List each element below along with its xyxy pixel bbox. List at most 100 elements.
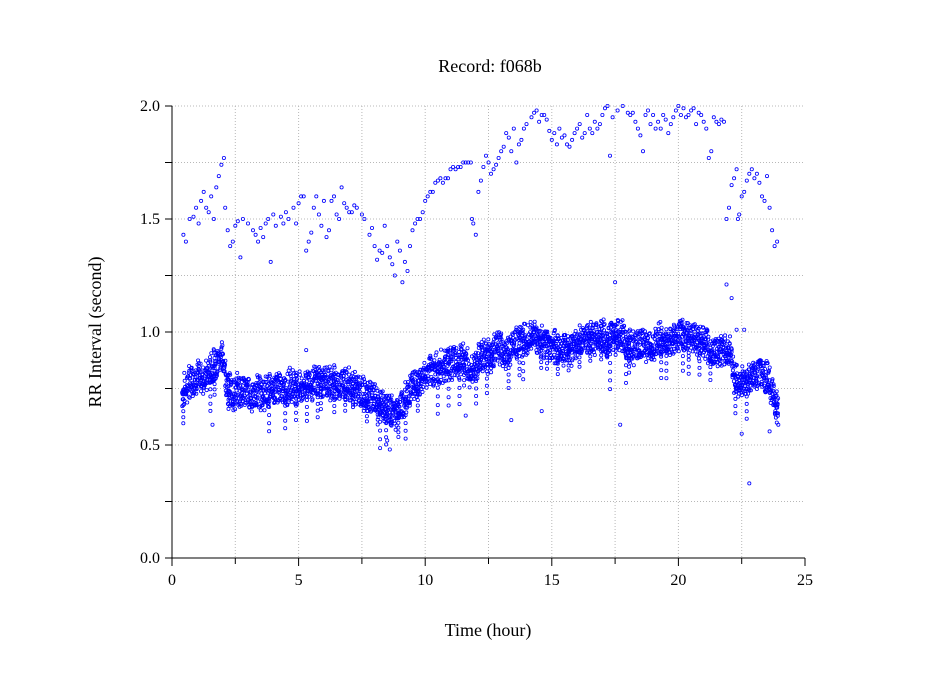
data-point	[744, 416, 749, 421]
data-point	[566, 358, 571, 363]
data-point	[267, 413, 272, 418]
data-point	[232, 398, 237, 403]
data-point	[627, 364, 632, 369]
data-point	[212, 371, 217, 376]
data-point	[403, 405, 408, 410]
data-point	[599, 357, 604, 362]
data-point	[343, 397, 348, 402]
data-point	[744, 401, 749, 406]
data-point	[722, 336, 727, 341]
data-point	[542, 113, 547, 118]
data-point	[297, 369, 302, 374]
data-point	[517, 360, 522, 365]
data-point	[378, 428, 383, 433]
data-point	[659, 375, 664, 380]
data-point	[435, 403, 440, 408]
data-point	[318, 407, 323, 412]
data-point	[243, 398, 248, 403]
y-tick-label: 1.0	[140, 324, 160, 341]
data-point	[697, 365, 702, 370]
data-point	[405, 268, 410, 273]
data-point	[375, 417, 380, 422]
data-point	[450, 357, 455, 362]
data-point	[689, 108, 694, 113]
data-point	[478, 178, 483, 183]
data-point	[357, 389, 362, 394]
data-point	[588, 326, 593, 331]
data-point	[605, 104, 610, 109]
data-point	[370, 390, 375, 395]
data-point	[500, 364, 505, 369]
data-point	[375, 407, 380, 412]
data-point	[267, 421, 272, 426]
data-point	[428, 189, 433, 194]
data-point	[277, 391, 282, 396]
data-point	[471, 374, 476, 379]
data-point	[550, 345, 555, 350]
data-point	[505, 340, 510, 345]
data-point	[524, 122, 529, 127]
data-point	[552, 344, 557, 349]
data-point	[393, 427, 398, 432]
data-point	[566, 348, 571, 353]
data-point	[389, 393, 394, 398]
data-point	[555, 372, 560, 377]
data-point	[367, 379, 372, 384]
data-point	[311, 205, 316, 210]
data-point	[528, 330, 533, 335]
data-point	[551, 331, 556, 336]
data-point	[201, 391, 206, 396]
data-point	[211, 216, 216, 221]
data-point	[680, 354, 685, 359]
data-point	[686, 357, 691, 362]
data-point	[505, 347, 510, 352]
data-point	[484, 376, 489, 381]
data-point	[509, 149, 514, 154]
data-point	[239, 403, 244, 408]
data-point	[458, 343, 463, 348]
data-point	[359, 212, 364, 217]
data-point	[475, 351, 480, 356]
data-point	[438, 347, 443, 352]
data-point	[594, 321, 599, 326]
data-point	[708, 365, 713, 370]
data-point	[502, 357, 507, 362]
data-point	[256, 399, 261, 404]
data-point	[539, 409, 544, 414]
x-tick-label: 10	[417, 572, 433, 589]
data-point	[315, 408, 320, 413]
data-point	[449, 368, 454, 373]
data-point	[686, 353, 691, 358]
data-point	[627, 341, 632, 346]
data-point	[228, 244, 233, 249]
data-point	[197, 368, 202, 373]
data-point	[273, 223, 278, 228]
data-point	[327, 364, 332, 369]
data-point	[420, 210, 425, 215]
x-axis-label: Time (hour)	[445, 620, 532, 641]
data-point	[734, 327, 739, 332]
x-tick-label: 5	[295, 572, 303, 589]
data-point	[407, 244, 412, 249]
data-point	[304, 411, 309, 416]
data-point	[384, 406, 389, 411]
data-point	[775, 401, 780, 406]
data-point	[378, 419, 383, 424]
data-point	[489, 370, 494, 375]
data-point	[415, 403, 420, 408]
data-point	[671, 115, 676, 120]
data-point	[608, 378, 613, 383]
data-point	[508, 362, 513, 367]
data-point	[580, 135, 585, 140]
data-point	[396, 420, 401, 425]
data-point	[686, 343, 691, 348]
data-point	[733, 411, 738, 416]
data-point	[423, 198, 428, 203]
data-point	[183, 239, 188, 244]
data-point	[489, 366, 494, 371]
data-point	[742, 327, 747, 332]
data-point	[208, 394, 213, 399]
data-point	[506, 135, 511, 140]
data-point	[387, 447, 392, 452]
data-point	[624, 372, 629, 377]
